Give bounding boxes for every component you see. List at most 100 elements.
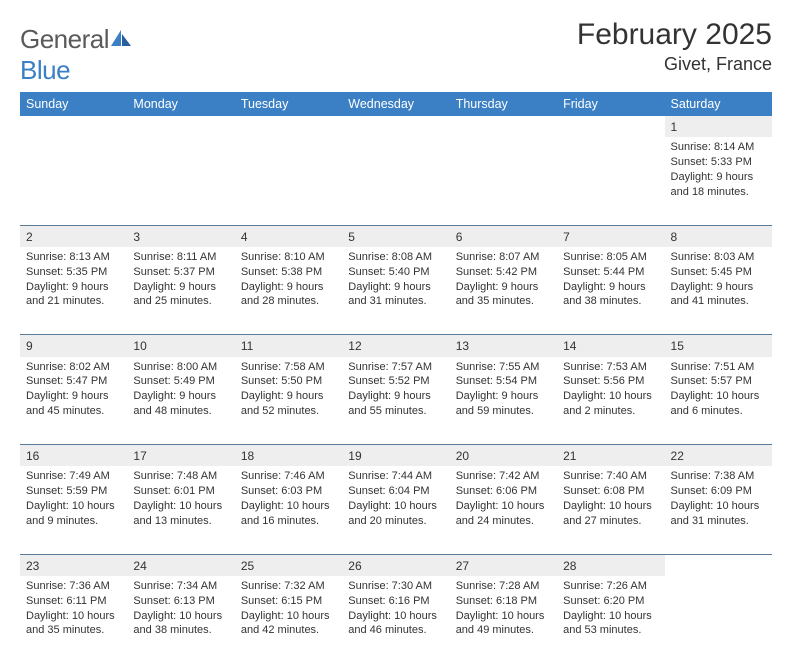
daylight-line: Daylight: 10 hours and 27 minutes. bbox=[563, 499, 658, 529]
col-sunday: Sunday bbox=[20, 92, 127, 116]
day-cell: Sunrise: 7:30 AMSunset: 6:16 PMDaylight:… bbox=[342, 576, 449, 664]
sunrise-line: Sunrise: 8:02 AM bbox=[26, 360, 121, 375]
sunrise-line: Sunrise: 7:26 AM bbox=[563, 579, 658, 594]
sunrise-line: Sunrise: 7:44 AM bbox=[348, 469, 443, 484]
daylight-line: Daylight: 9 hours and 38 minutes. bbox=[563, 280, 658, 310]
daylight-line: Daylight: 10 hours and 6 minutes. bbox=[671, 389, 766, 419]
sunset-line: Sunset: 6:06 PM bbox=[456, 484, 551, 499]
day-number: 14 bbox=[557, 335, 664, 357]
sunset-line: Sunset: 6:08 PM bbox=[563, 484, 658, 499]
daylight-line: Daylight: 10 hours and 53 minutes. bbox=[563, 609, 658, 639]
day-cell: Sunrise: 7:49 AMSunset: 5:59 PMDaylight:… bbox=[20, 466, 127, 554]
day-number: 19 bbox=[342, 445, 449, 467]
daylight-line: Daylight: 9 hours and 41 minutes. bbox=[671, 280, 766, 310]
sunrise-line: Sunrise: 7:28 AM bbox=[456, 579, 551, 594]
day-cell: Sunrise: 7:53 AMSunset: 5:56 PMDaylight:… bbox=[557, 357, 664, 445]
week-daynum-row: 232425262728 bbox=[20, 554, 772, 576]
sunrise-line: Sunrise: 8:07 AM bbox=[456, 250, 551, 265]
day-number: 10 bbox=[127, 335, 234, 357]
sunrise-line: Sunrise: 7:49 AM bbox=[26, 469, 121, 484]
daylight-line: Daylight: 10 hours and 9 minutes. bbox=[26, 499, 121, 529]
day-cell: Sunrise: 7:36 AMSunset: 6:11 PMDaylight:… bbox=[20, 576, 127, 664]
daylight-line: Daylight: 10 hours and 49 minutes. bbox=[456, 609, 551, 639]
day-cell: Sunrise: 7:34 AMSunset: 6:13 PMDaylight:… bbox=[127, 576, 234, 664]
day-number: 15 bbox=[665, 335, 772, 357]
title-block: February 2025 Givet, France bbox=[577, 18, 772, 75]
sunset-line: Sunset: 5:45 PM bbox=[671, 265, 766, 280]
daylight-line: Daylight: 9 hours and 52 minutes. bbox=[241, 389, 336, 419]
col-saturday: Saturday bbox=[665, 92, 772, 116]
daylight-line: Daylight: 9 hours and 31 minutes. bbox=[348, 280, 443, 310]
sunset-line: Sunset: 5:37 PM bbox=[133, 265, 228, 280]
day-cell: Sunrise: 7:58 AMSunset: 5:50 PMDaylight:… bbox=[235, 357, 342, 445]
day-number: 4 bbox=[235, 225, 342, 247]
day-number: 6 bbox=[450, 225, 557, 247]
empty-daynum-cell bbox=[665, 554, 772, 576]
week-daynum-row: 1 bbox=[20, 116, 772, 137]
empty-daynum-cell bbox=[127, 116, 234, 137]
sunrise-line: Sunrise: 7:36 AM bbox=[26, 579, 121, 594]
week-daynum-row: 9101112131415 bbox=[20, 335, 772, 357]
calendar-table: Sunday Monday Tuesday Wednesday Thursday… bbox=[20, 92, 772, 664]
day-cell: Sunrise: 7:32 AMSunset: 6:15 PMDaylight:… bbox=[235, 576, 342, 664]
week-content-row: Sunrise: 8:02 AMSunset: 5:47 PM Daylight:… bbox=[20, 357, 772, 445]
day-number: 27 bbox=[450, 554, 557, 576]
day-cell: Sunrise: 8:00 AMSunset: 5:49 PMDaylight:… bbox=[127, 357, 234, 445]
day-cell: Sunrise: 8:10 AMSunset: 5:38 PMDaylight:… bbox=[235, 247, 342, 335]
day-cell: Sunrise: 8:14 AMSunset: 5:33 PMDaylight:… bbox=[665, 137, 772, 225]
day-cell: Sunrise: 7:51 AMSunset: 5:57 PMDaylight:… bbox=[665, 357, 772, 445]
daylight-line: Daylight: 10 hours and 35 minutes. bbox=[26, 609, 121, 639]
daylight-line: Daylight: 10 hours and 24 minutes. bbox=[456, 499, 551, 529]
sunset-line: Sunset: 5:44 PM bbox=[563, 265, 658, 280]
sunset-line: Sunset: 6:04 PM bbox=[348, 484, 443, 499]
sunrise-line: Sunrise: 7:32 AM bbox=[241, 579, 336, 594]
daylight-line: Daylight: 10 hours and 42 minutes. bbox=[241, 609, 336, 639]
week-content-row: Sunrise: 7:36 AMSunset: 6:11 PMDaylight:… bbox=[20, 576, 772, 664]
sunset-line: Sunset: 5:40 PM bbox=[348, 265, 443, 280]
sunrise-line: Sunrise: 7:40 AM bbox=[563, 469, 658, 484]
sunset-line: Sunset: 6:15 PM bbox=[241, 594, 336, 609]
daylight-line: Daylight: 10 hours and 38 minutes. bbox=[133, 609, 228, 639]
sunset-line: Sunset: 5:59 PM bbox=[26, 484, 121, 499]
sunrise-line: Sunrise: 8:14 AM bbox=[671, 140, 766, 155]
empty-daynum-cell bbox=[235, 116, 342, 137]
sunset-line: Sunset: 5:54 PM bbox=[456, 374, 551, 389]
day-cell: Sunrise: 8:11 AMSunset: 5:37 PMDaylight:… bbox=[127, 247, 234, 335]
sunset-line: Sunset: 6:01 PM bbox=[133, 484, 228, 499]
location: Givet, France bbox=[577, 54, 772, 75]
empty-content-cell bbox=[342, 137, 449, 225]
sunset-line: Sunset: 5:52 PM bbox=[348, 374, 443, 389]
day-cell: Sunrise: 7:57 AMSunset: 5:52 PMDaylight:… bbox=[342, 357, 449, 445]
sunset-line: Sunset: 5:42 PM bbox=[456, 265, 551, 280]
day-number: 17 bbox=[127, 445, 234, 467]
sunset-line: Sunset: 6:20 PM bbox=[563, 594, 658, 609]
sunrise-line: Sunrise: 8:05 AM bbox=[563, 250, 658, 265]
day-cell: Sunrise: 7:44 AMSunset: 6:04 PMDaylight:… bbox=[342, 466, 449, 554]
sunrise-line: Sunrise: 7:46 AM bbox=[241, 469, 336, 484]
logo-word1: General bbox=[20, 24, 109, 54]
sunset-line: Sunset: 5:49 PM bbox=[133, 374, 228, 389]
logo: General Blue bbox=[20, 24, 133, 86]
day-cell: Sunrise: 7:55 AMSunset: 5:54 PMDaylight:… bbox=[450, 357, 557, 445]
empty-content-cell bbox=[665, 576, 772, 664]
sunset-line: Sunset: 5:47 PM bbox=[26, 374, 121, 389]
sunrise-line: Sunrise: 7:42 AM bbox=[456, 469, 551, 484]
day-number: 20 bbox=[450, 445, 557, 467]
col-friday: Friday bbox=[557, 92, 664, 116]
day-number: 18 bbox=[235, 445, 342, 467]
col-wednesday: Wednesday bbox=[342, 92, 449, 116]
week-content-row: Sunrise: 8:13 AMSunset: 5:35 PMDaylight:… bbox=[20, 247, 772, 335]
empty-content-cell bbox=[127, 137, 234, 225]
month-title: February 2025 bbox=[577, 18, 772, 52]
day-cell: Sunrise: 8:08 AMSunset: 5:40 PMDaylight:… bbox=[342, 247, 449, 335]
header: General Blue February 2025 Givet, France bbox=[20, 18, 772, 86]
day-number: 9 bbox=[20, 335, 127, 357]
sunset-line: Sunset: 5:57 PM bbox=[671, 374, 766, 389]
sunset-line: Sunset: 5:50 PM bbox=[241, 374, 336, 389]
sunrise-line: Sunrise: 8:13 AM bbox=[26, 250, 121, 265]
col-thursday: Thursday bbox=[450, 92, 557, 116]
day-number: 23 bbox=[20, 554, 127, 576]
daylight-line: Daylight: 10 hours and 2 minutes. bbox=[563, 389, 658, 419]
week-daynum-row: 2345678 bbox=[20, 225, 772, 247]
empty-daynum-cell bbox=[450, 116, 557, 137]
